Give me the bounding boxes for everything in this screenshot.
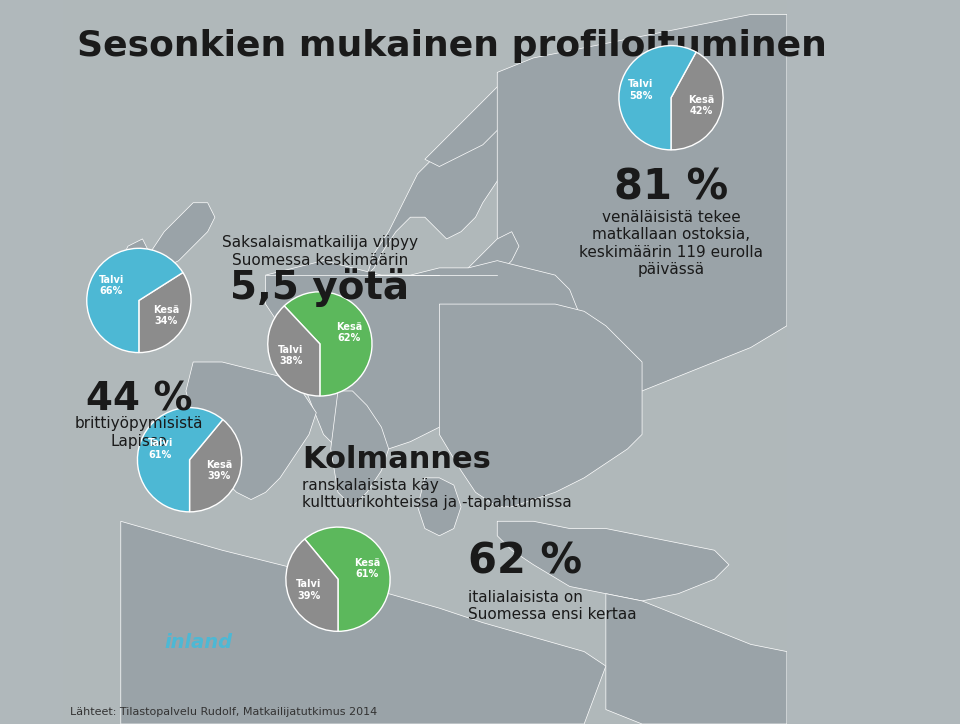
Text: Talvi
39%: Talvi 39%	[296, 579, 322, 601]
Text: ranskalaisista käy
kulttuurikohteissa ja -tapahtumissa: ranskalaisista käy kulttuurikohteissa ja…	[301, 478, 571, 510]
Text: Talvi
61%: Talvi 61%	[148, 438, 173, 460]
Wedge shape	[671, 52, 723, 150]
Polygon shape	[266, 261, 584, 456]
Text: Talvi
66%: Talvi 66%	[99, 274, 124, 296]
Text: inland: inland	[164, 633, 232, 652]
Text: venäläisistä tekee
matkallaan ostoksia,
keskimäärin 119 eurolla
päivässä: venäläisistä tekee matkallaan ostoksia, …	[579, 210, 763, 277]
Text: Kesä
42%: Kesä 42%	[688, 95, 714, 117]
Polygon shape	[62, 0, 787, 724]
Text: Kolmannes: Kolmannes	[301, 445, 491, 474]
Wedge shape	[286, 539, 338, 631]
Text: 62 %: 62 %	[468, 540, 583, 582]
Text: Kesä
62%: Kesä 62%	[336, 321, 362, 343]
Text: Lähteet: Tilastopalvelu Rudolf, Matkailijatutkimus 2014: Lähteet: Tilastopalvelu Rudolf, Matkaili…	[70, 707, 377, 717]
Wedge shape	[189, 420, 242, 512]
Text: Kesä
39%: Kesä 39%	[205, 460, 232, 481]
Polygon shape	[121, 239, 150, 275]
Text: 44 %: 44 %	[85, 380, 192, 418]
Text: italialaisista on
Suomessa ensi kertaa: italialaisista on Suomessa ensi kertaa	[468, 590, 636, 623]
Wedge shape	[139, 272, 191, 353]
Text: Saksalaismatkailija viipyy
Suomessa keskimäärin: Saksalaismatkailija viipyy Suomessa kesk…	[222, 235, 418, 268]
Wedge shape	[304, 527, 390, 631]
Polygon shape	[121, 521, 606, 724]
Text: Kesä
34%: Kesä 34%	[154, 305, 180, 327]
Text: 5,5 yötä: 5,5 yötä	[230, 268, 409, 307]
Text: brittiyöpymisistä
Lapissa: brittiyöpymisistä Lapissa	[75, 416, 204, 449]
Polygon shape	[142, 203, 215, 268]
Polygon shape	[440, 304, 642, 507]
Polygon shape	[186, 362, 316, 500]
Text: 81 %: 81 %	[613, 167, 728, 209]
Polygon shape	[606, 594, 787, 724]
Polygon shape	[62, 0, 787, 724]
Wedge shape	[268, 306, 320, 396]
Polygon shape	[418, 478, 461, 536]
Wedge shape	[619, 46, 696, 150]
Wedge shape	[137, 408, 223, 512]
Text: Kesä
61%: Kesä 61%	[354, 557, 380, 579]
Polygon shape	[454, 232, 519, 297]
Polygon shape	[425, 72, 526, 167]
Text: Talvi
38%: Talvi 38%	[278, 345, 303, 366]
Polygon shape	[367, 109, 519, 275]
Wedge shape	[284, 292, 372, 396]
Wedge shape	[86, 248, 183, 353]
Polygon shape	[497, 14, 787, 420]
Polygon shape	[331, 391, 389, 507]
Text: Sesonkien mukainen profiloituminen: Sesonkien mukainen profiloituminen	[78, 29, 828, 63]
Text: Talvi
58%: Talvi 58%	[628, 79, 654, 101]
Polygon shape	[497, 521, 729, 601]
